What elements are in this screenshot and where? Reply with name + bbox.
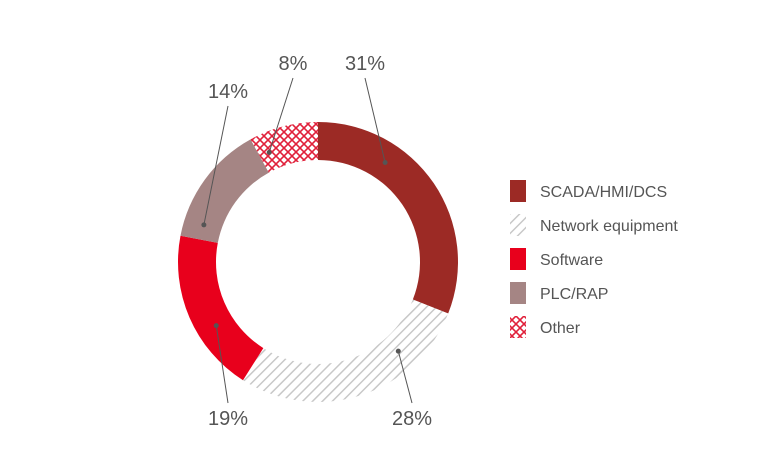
value-labels: 31% 28% 19% 14% 8% bbox=[201, 53, 432, 430]
legend-swatch-scada-hmi-dcs bbox=[510, 180, 526, 202]
legend-label-other: Other bbox=[540, 320, 581, 337]
value-label-plc-rap: 14% bbox=[208, 81, 248, 103]
value-label-scada-hmi-dcs: 31% bbox=[345, 53, 385, 75]
value-label-network-equipment: 28% bbox=[392, 408, 432, 430]
legend-label-plc-rap: PLC/RAP bbox=[540, 286, 608, 303]
leader-line bbox=[203, 105, 229, 226]
value-label-other: 8% bbox=[279, 53, 308, 75]
legend-swatch-other bbox=[510, 316, 526, 338]
slice-software bbox=[178, 235, 264, 381]
leader-line bbox=[364, 77, 386, 163]
leader-dot bbox=[213, 323, 219, 329]
leader-line bbox=[268, 77, 294, 153]
leader-line bbox=[215, 325, 229, 404]
leader-dot bbox=[266, 149, 272, 155]
slice-scada-hmi-dcs bbox=[318, 122, 458, 314]
legend-swatch-network-equipment bbox=[510, 214, 526, 236]
leader-line bbox=[397, 351, 413, 404]
leader-dot bbox=[395, 348, 401, 354]
leader-dot bbox=[201, 222, 207, 228]
legend-label-scada-hmi-dcs: SCADA/HMI/DCS bbox=[540, 184, 667, 201]
leader-dot bbox=[382, 160, 388, 166]
donut-slices bbox=[178, 122, 458, 402]
legend-label-software: Software bbox=[540, 252, 603, 269]
slice-other bbox=[250, 122, 318, 173]
legend-label-network-equipment: Network equipment bbox=[540, 218, 678, 235]
slice-network-equipment bbox=[242, 299, 449, 402]
legend: SCADA/HMI/DCS Network equipment Software PL… bbox=[510, 180, 678, 338]
value-label-software: 19% bbox=[208, 408, 248, 430]
slice-plc-rap bbox=[180, 139, 269, 243]
legend-swatch-software bbox=[510, 248, 526, 270]
legend-swatch-plc-rap bbox=[510, 282, 526, 304]
